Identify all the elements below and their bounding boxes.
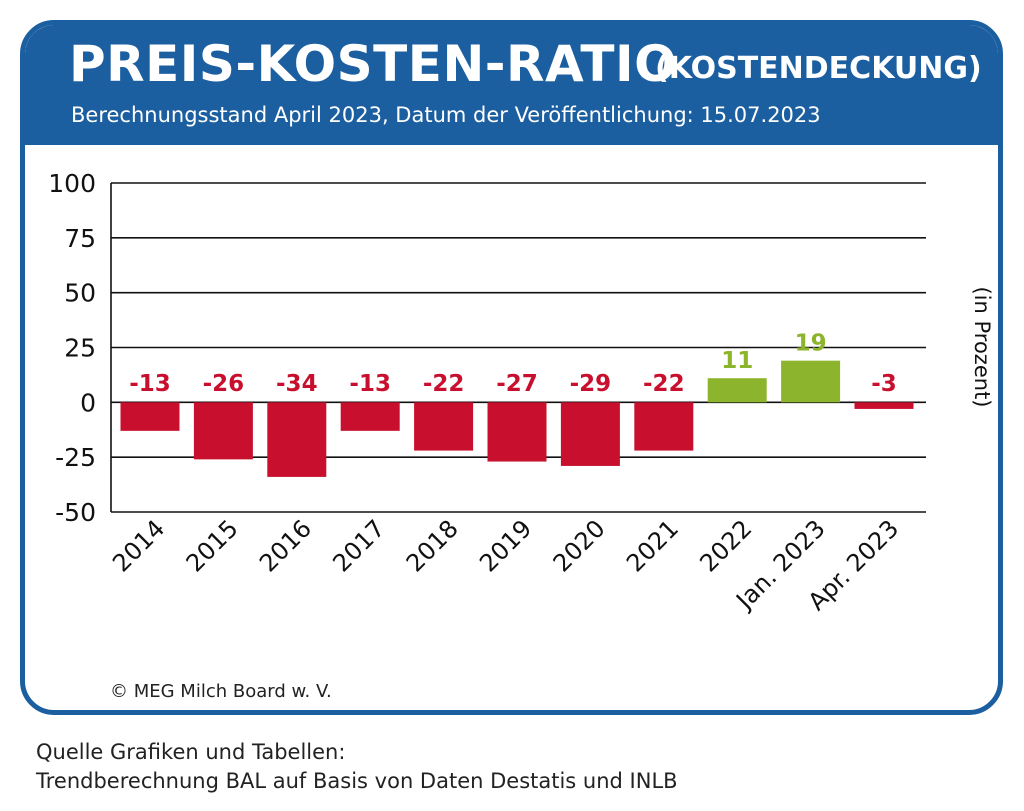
x-tick-label: 2014	[107, 514, 170, 577]
y-axis-label: (in Prozent)	[970, 286, 994, 407]
bar	[414, 402, 474, 451]
source-line-1: Quelle Grafiken und Tabellen:	[36, 740, 346, 764]
data-label: -22	[423, 371, 465, 397]
data-label: -29	[570, 371, 612, 397]
bar	[781, 360, 841, 403]
data-label: -27	[496, 371, 538, 397]
y-tick-label: 25	[64, 334, 96, 363]
header-banner: PREIS-KOSTEN-RATIO (KOSTENDECKUNG) Berec…	[25, 25, 998, 145]
x-tick-label: 2022	[694, 514, 757, 577]
source-line-2: Trendberechnung BAL auf Basis von Daten …	[36, 769, 678, 793]
y-tick-label: -50	[55, 498, 96, 527]
chart-subtitle: Berechnungsstand April 2023, Datum der V…	[71, 103, 821, 127]
y-tick-label: -25	[55, 443, 96, 472]
data-label: -3	[871, 371, 897, 397]
data-label: 19	[795, 331, 827, 357]
bar	[634, 402, 694, 451]
data-label: -13	[349, 371, 391, 397]
y-tick-label: 100	[48, 169, 96, 198]
y-tick-label: 50	[64, 279, 96, 308]
x-tick-label: 2020	[548, 514, 611, 577]
x-tick-label: 2016	[254, 514, 317, 577]
bar	[854, 402, 914, 409]
bar	[340, 402, 400, 431]
x-tick-label: 2015	[181, 514, 244, 577]
chart-title-suffix: (KOSTENDECKUNG)	[655, 51, 982, 86]
x-tick-label: 2017	[327, 514, 390, 577]
bar	[560, 402, 620, 466]
data-label: -13	[129, 371, 171, 397]
bar	[193, 402, 253, 460]
data-label: -34	[276, 371, 318, 397]
bar	[120, 402, 180, 431]
x-tick-label: 2021	[621, 514, 684, 577]
x-tick-label: 2019	[474, 514, 537, 577]
bar	[487, 402, 547, 462]
data-label: 11	[721, 348, 753, 374]
data-label: -26	[203, 371, 245, 397]
chart-title: PREIS-KOSTEN-RATIO	[69, 35, 678, 93]
x-tick-label: 2018	[401, 514, 464, 577]
data-label: -22	[643, 371, 685, 397]
y-tick-label: 0	[80, 388, 96, 417]
copyright-note: © MEG Milch Board w. V.	[110, 681, 332, 702]
y-tick-label: 75	[64, 224, 96, 253]
bar	[267, 402, 327, 477]
bar	[707, 378, 767, 403]
source-note: Quelle Grafiken und Tabellen: Trendberec…	[36, 738, 678, 796]
